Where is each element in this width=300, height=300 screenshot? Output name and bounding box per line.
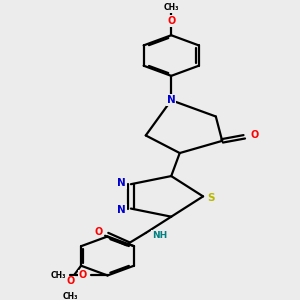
Text: CH₃: CH₃ <box>51 271 67 280</box>
Text: O: O <box>94 226 102 237</box>
Text: O: O <box>79 271 87 281</box>
Text: NH: NH <box>152 231 167 240</box>
Text: O: O <box>66 276 75 286</box>
Text: CH₃: CH₃ <box>63 292 78 300</box>
Text: N: N <box>117 178 126 188</box>
Text: O: O <box>251 130 259 140</box>
Text: CH₃: CH₃ <box>164 3 179 12</box>
Text: N: N <box>117 205 126 215</box>
Text: S: S <box>207 193 214 203</box>
Text: N: N <box>167 95 176 105</box>
Text: O: O <box>167 16 176 26</box>
